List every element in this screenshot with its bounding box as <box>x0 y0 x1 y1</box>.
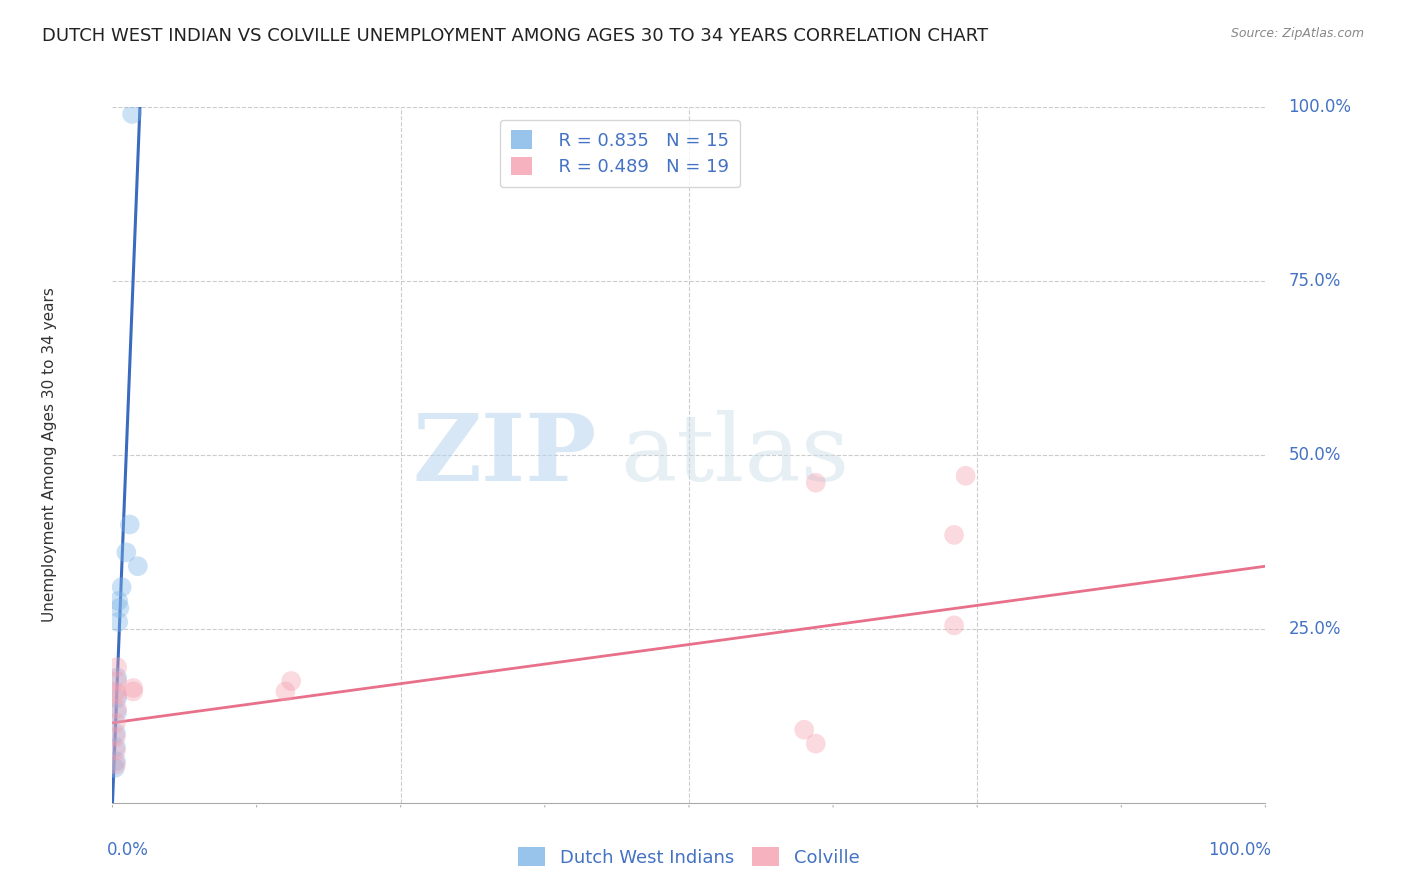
Point <box>105 660 128 674</box>
Point <box>104 754 127 768</box>
Point <box>105 671 128 685</box>
Text: 75.0%: 75.0% <box>1288 272 1341 290</box>
Point <box>105 706 128 720</box>
Legend:   R = 0.835   N = 15,   R = 0.489   N = 19: R = 0.835 N = 15, R = 0.489 N = 19 <box>501 120 740 187</box>
Text: 25.0%: 25.0% <box>1288 620 1341 638</box>
Point <box>104 740 127 755</box>
Text: atlas: atlas <box>620 410 849 500</box>
Text: DUTCH WEST INDIAN VS COLVILLE UNEMPLOYMENT AMONG AGES 30 TO 34 YEARS CORRELATION: DUTCH WEST INDIAN VS COLVILLE UNEMPLOYME… <box>42 27 988 45</box>
Point <box>107 594 129 608</box>
Point <box>108 601 131 615</box>
Point <box>804 737 827 751</box>
Point <box>127 559 149 574</box>
Point <box>104 761 127 775</box>
Point <box>804 475 827 490</box>
Point <box>955 468 977 483</box>
Point <box>104 744 127 758</box>
Point <box>115 545 138 559</box>
Point <box>104 684 127 698</box>
Point <box>274 684 297 698</box>
Text: 100.0%: 100.0% <box>1208 841 1271 859</box>
Text: 100.0%: 100.0% <box>1288 98 1351 116</box>
Point <box>122 684 145 698</box>
Point <box>104 730 127 744</box>
Point <box>104 726 127 740</box>
Text: Source: ZipAtlas.com: Source: ZipAtlas.com <box>1230 27 1364 40</box>
Point <box>122 681 145 695</box>
Point <box>105 688 128 702</box>
Point <box>121 107 143 121</box>
Text: Unemployment Among Ages 30 to 34 years: Unemployment Among Ages 30 to 34 years <box>42 287 56 623</box>
Text: ZIP: ZIP <box>412 410 596 500</box>
Point <box>105 691 128 706</box>
Point <box>107 615 129 629</box>
Point <box>105 674 128 689</box>
Text: 0.0%: 0.0% <box>107 841 149 859</box>
Point <box>111 580 134 594</box>
Point <box>118 517 141 532</box>
Point <box>104 715 127 730</box>
Point <box>943 618 966 632</box>
Text: 50.0%: 50.0% <box>1288 446 1341 464</box>
Legend: Dutch West Indians, Colville: Dutch West Indians, Colville <box>512 840 866 874</box>
Point <box>105 702 128 716</box>
Point <box>793 723 815 737</box>
Point <box>943 528 966 542</box>
Point <box>280 674 302 689</box>
Point <box>104 757 127 772</box>
